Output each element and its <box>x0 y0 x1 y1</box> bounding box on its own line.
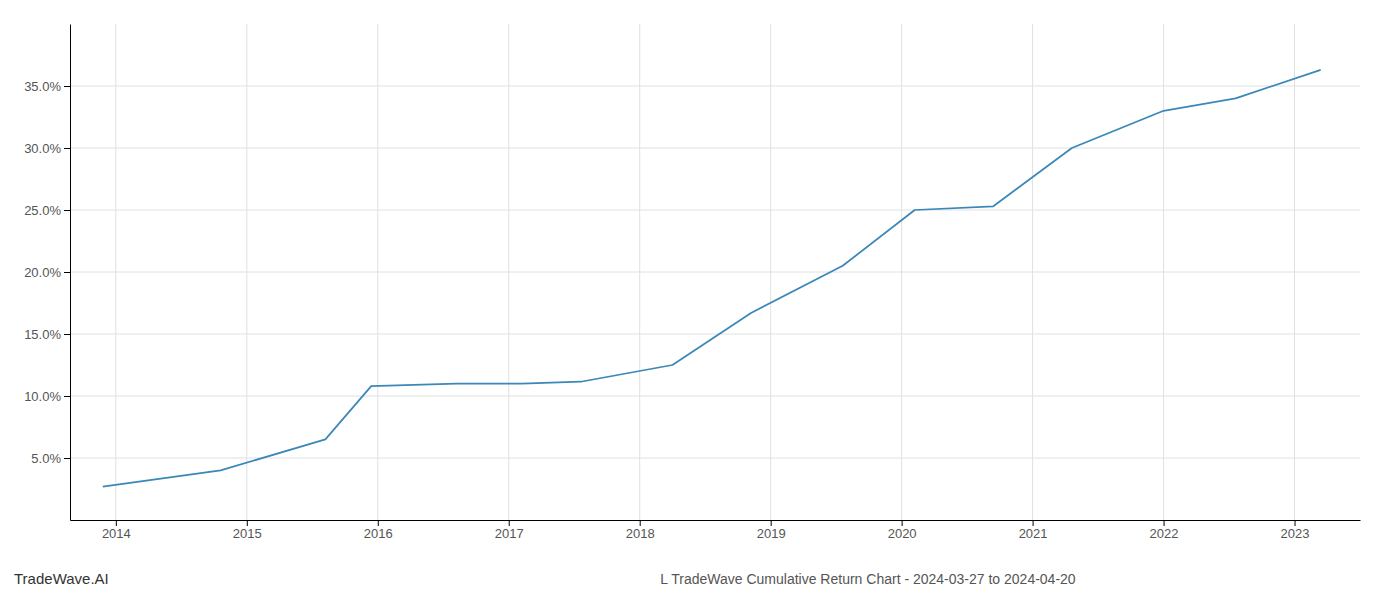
x-tick-label: 2015 <box>233 526 262 541</box>
x-tick-mark <box>1295 520 1296 526</box>
y-tick: 10.0% <box>24 389 70 404</box>
grid-line-y <box>70 334 1360 335</box>
x-axis-line <box>71 520 1361 521</box>
y-tick-label: 15.0% <box>24 327 61 342</box>
x-tick-mark <box>247 520 248 526</box>
line <box>103 70 1321 487</box>
grid-line-y <box>70 396 1360 397</box>
grid-line-x <box>115 24 116 520</box>
grid-line-x <box>1032 24 1033 520</box>
y-tick-mark <box>64 396 70 397</box>
x-tick: 2014 <box>102 520 131 541</box>
y-tick: 5.0% <box>31 451 70 466</box>
grid-line-y <box>70 210 1360 211</box>
x-axis: 2014 2015 2016 2017 2018 2019 2020 2021 2022 2023 <box>71 520 1361 541</box>
chart-svg: 2014 2015 2016 2017 2018 2019 2020 2021 2022 2023… <box>0 0 1400 600</box>
x-tick: 2023 <box>1281 520 1310 541</box>
x-tick-label: 2020 <box>888 526 917 541</box>
x-tick: 2015 <box>233 520 262 541</box>
x-tick: 2019 <box>757 520 786 541</box>
y-axis-line <box>70 25 71 521</box>
x-tick-mark <box>378 520 379 526</box>
plot-area <box>103 70 1321 487</box>
y-tick-label: 35.0% <box>24 79 61 94</box>
x-tick-label: 2014 <box>102 526 131 541</box>
grid-line-x <box>770 24 771 520</box>
x-tick: 2017 <box>495 520 524 541</box>
x-tick: 2018 <box>626 520 655 541</box>
title: L TradeWave Cumulative Return Chart - 20… <box>660 571 1076 587</box>
grid-line-x <box>377 24 378 520</box>
y-tick: 35.0% <box>24 79 70 94</box>
grid-line-y <box>70 148 1360 149</box>
grid-line-x <box>1294 24 1295 520</box>
x-tick: 2021 <box>1019 520 1048 541</box>
x-tick-label: 2016 <box>364 526 393 541</box>
y-tick: 15.0% <box>24 327 70 342</box>
grid <box>70 24 1360 520</box>
x-tick: 2022 <box>1150 520 1179 541</box>
x-tick-mark <box>1164 520 1165 526</box>
grid-line-x <box>508 24 509 520</box>
x-tick-label: 2023 <box>1281 526 1310 541</box>
x-tick-mark <box>640 520 641 526</box>
y-tick-mark <box>64 148 70 149</box>
x-tick-mark <box>1033 520 1034 526</box>
grid-line-y <box>70 272 1360 273</box>
y-tick-label: 30.0% <box>24 141 61 156</box>
y-tick-label: 5.0% <box>31 451 61 466</box>
y-tick: 20.0% <box>24 265 70 280</box>
x-tick-mark <box>902 520 903 526</box>
y-tick-mark <box>64 210 70 211</box>
x-tick-mark <box>116 520 117 526</box>
x-tick-mark <box>771 520 772 526</box>
x-tick-label: 2018 <box>626 526 655 541</box>
x-tick-label: 2019 <box>757 526 786 541</box>
y-tick-mark <box>64 334 70 335</box>
y-tick-label: 10.0% <box>24 389 61 404</box>
grid-line-x <box>1163 24 1164 520</box>
watermark: TradeWave.AI <box>14 570 109 587</box>
grid-line-x <box>246 24 247 520</box>
y-axis: 5.0% 10.0% 15.0% 20.0% 25.0% 30.0% 35.0% <box>24 25 70 521</box>
y-tick-label: 20.0% <box>24 265 61 280</box>
y-tick-mark <box>64 272 70 273</box>
y-tick: 30.0% <box>24 141 70 156</box>
x-tick: 2020 <box>888 520 917 541</box>
x-tick-label: 2021 <box>1019 526 1048 541</box>
x-tick-label: 2022 <box>1150 526 1179 541</box>
grid-line-x <box>901 24 902 520</box>
x-tick: 2016 <box>364 520 393 541</box>
y-tick-mark <box>64 86 70 87</box>
grid-line-x <box>639 24 640 520</box>
grid-line-y <box>70 86 1360 87</box>
x-tick-label: 2017 <box>495 526 524 541</box>
y-tick-label: 25.0% <box>24 203 61 218</box>
y-tick-mark <box>64 458 70 459</box>
y-tick: 25.0% <box>24 203 70 218</box>
x-tick-mark <box>509 520 510 526</box>
